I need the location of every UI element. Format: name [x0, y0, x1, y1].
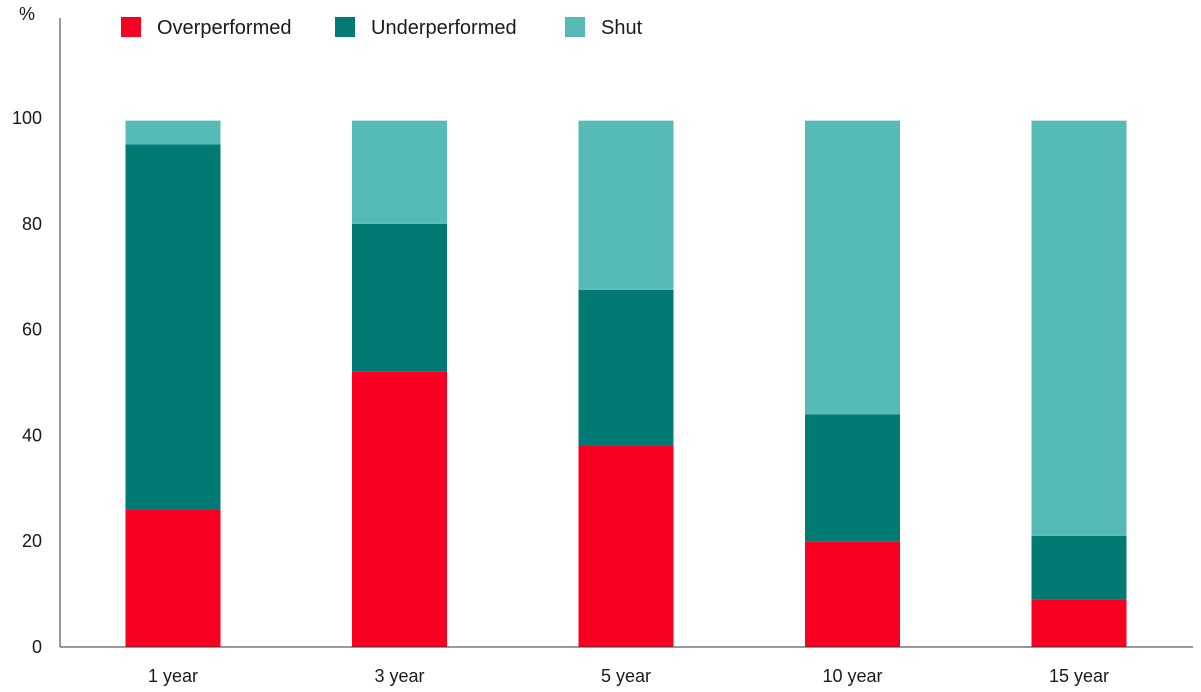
bars: [125, 120, 1127, 647]
x-tick-label-10-year: 10 year: [822, 666, 882, 686]
bar-shut-5-year: [578, 120, 674, 290]
bar-shut-10-year: [805, 120, 900, 415]
legend: Overperformed Underperformed Shut: [121, 17, 643, 39]
y-tick-label-40: 40: [22, 425, 42, 445]
bar-shut-3-year: [352, 120, 447, 224]
bar-underperformed-1-year: [125, 144, 221, 510]
y-tick-label-0: 0: [32, 637, 42, 657]
y-tick-label-100: 100: [12, 108, 42, 128]
legend-label-overperformed: Overperformed: [157, 17, 292, 39]
legend-label-underperformed: Underperformed: [371, 17, 517, 39]
bar-shut-1-year: [125, 120, 221, 145]
x-tick-label-15-year: 15 year: [1049, 666, 1109, 686]
x-tick-label-5-year: 5 year: [601, 666, 651, 686]
bar-overperformed-3-year: [352, 371, 447, 647]
legend-label-shut: Shut: [601, 17, 643, 39]
bar-overperformed-10-year: [805, 541, 900, 647]
bar-underperformed-10-year: [805, 414, 900, 542]
bar-overperformed-15-year: [1031, 599, 1127, 647]
bar-underperformed-5-year: [578, 289, 674, 446]
legend-swatch-underperformed: [335, 17, 355, 37]
bar-shut-15-year: [1031, 120, 1127, 536]
y-tick-label-80: 80: [22, 214, 42, 234]
y-tick-label-20: 20: [22, 531, 42, 551]
x-axis-labels: 1 year 3 year 5 year 10 year 15 year: [148, 666, 1109, 686]
bar-underperformed-15-year: [1031, 535, 1127, 600]
bar-overperformed-1-year: [125, 509, 221, 647]
bar-underperformed-3-year: [352, 223, 447, 372]
legend-swatch-overperformed: [121, 17, 141, 37]
x-tick-label-1-year: 1 year: [148, 666, 198, 686]
x-tick-label-3-year: 3 year: [374, 666, 424, 686]
legend-swatch-shut: [565, 17, 585, 37]
bar-overperformed-5-year: [578, 445, 674, 647]
y-tick-label-60: 60: [22, 320, 42, 340]
y-axis-unit-label: %: [19, 4, 35, 24]
y-axis-ticks: 0 20 40 60 80 100: [12, 108, 42, 657]
